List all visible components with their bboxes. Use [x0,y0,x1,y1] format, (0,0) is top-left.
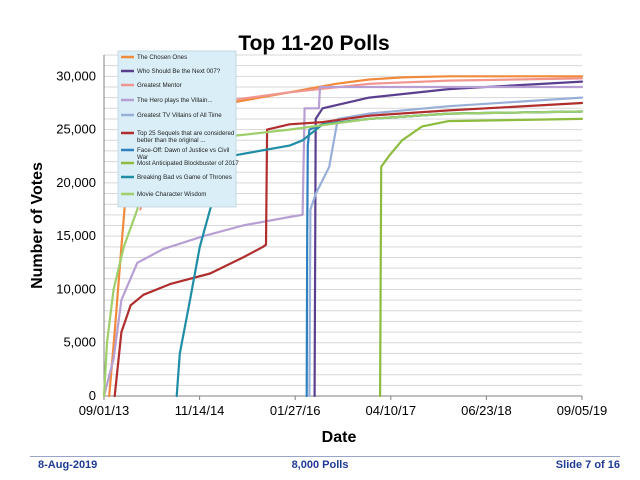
series-line-2 [313,80,584,398]
series-line-6 [113,101,584,398]
y-tick-label: 20,000 [56,175,96,190]
footer-slide-number: Slide 7 of 16 [555,459,620,471]
y-tick-label: 15,000 [56,228,96,243]
chart-title: Top 11-20 Polls [238,32,389,55]
footer-rule [30,456,620,457]
legend-label: Face-Off: Dawn of Justice vs Civil War [137,147,229,161]
legend-label: Breaking Bad vs Game of Thrones [137,174,232,181]
legend-box [117,50,237,208]
x-tick-label: 09/01/13 [79,403,130,418]
legend: The Chosen Ones Who Should Be the Next 00… [117,50,239,208]
y-axis-title: Number of Votes [29,162,46,289]
series-line-5 [308,96,584,398]
legend-label: Movie Character Wisdom [137,191,206,198]
y-tick-label: 10,000 [56,281,96,296]
y-tick-label: 30,000 [56,68,96,83]
legend-label: Greatest TV Villains of All Time [137,112,222,119]
y-tick-label: 25,000 [56,122,96,137]
slide-footer: 8-Aug-2019 8,000 Polls Slide 7 of 16 [0,456,640,478]
x-tick-label: 01/27/16 [270,403,321,418]
x-tick-label: 06/23/18 [461,403,512,418]
x-tick-label: 11/14/14 [175,403,225,418]
x-axis-title: Date [322,429,357,446]
y-tick-label: 0 [89,388,96,403]
x-tick-label: 09/05/19 [557,403,608,418]
footer-poll-count: 8,000 Polls [291,459,349,471]
series-line-8 [379,117,584,398]
legend-label: Greatest Mentor [137,82,182,89]
y-tick-label: 5,000 [63,335,96,350]
legend-label: The Chosen Ones [137,54,187,61]
footer-date: 8-Aug-2019 [38,459,98,471]
x-tick-label: 04/10/17 [365,403,416,418]
legend-label: Who Should Be the Next 007? [137,68,221,75]
line-chart: 0 5,000 10,000 15,000 20,000 25,000 30,000 09/0… [29,32,608,446]
legend-label: Most Anticipated Blockbuster of 2017 [137,160,239,167]
legend-label: Top 25 Sequels that are considered better… [137,130,235,144]
legend-label: The Hero plays the Villain... [137,97,213,104]
